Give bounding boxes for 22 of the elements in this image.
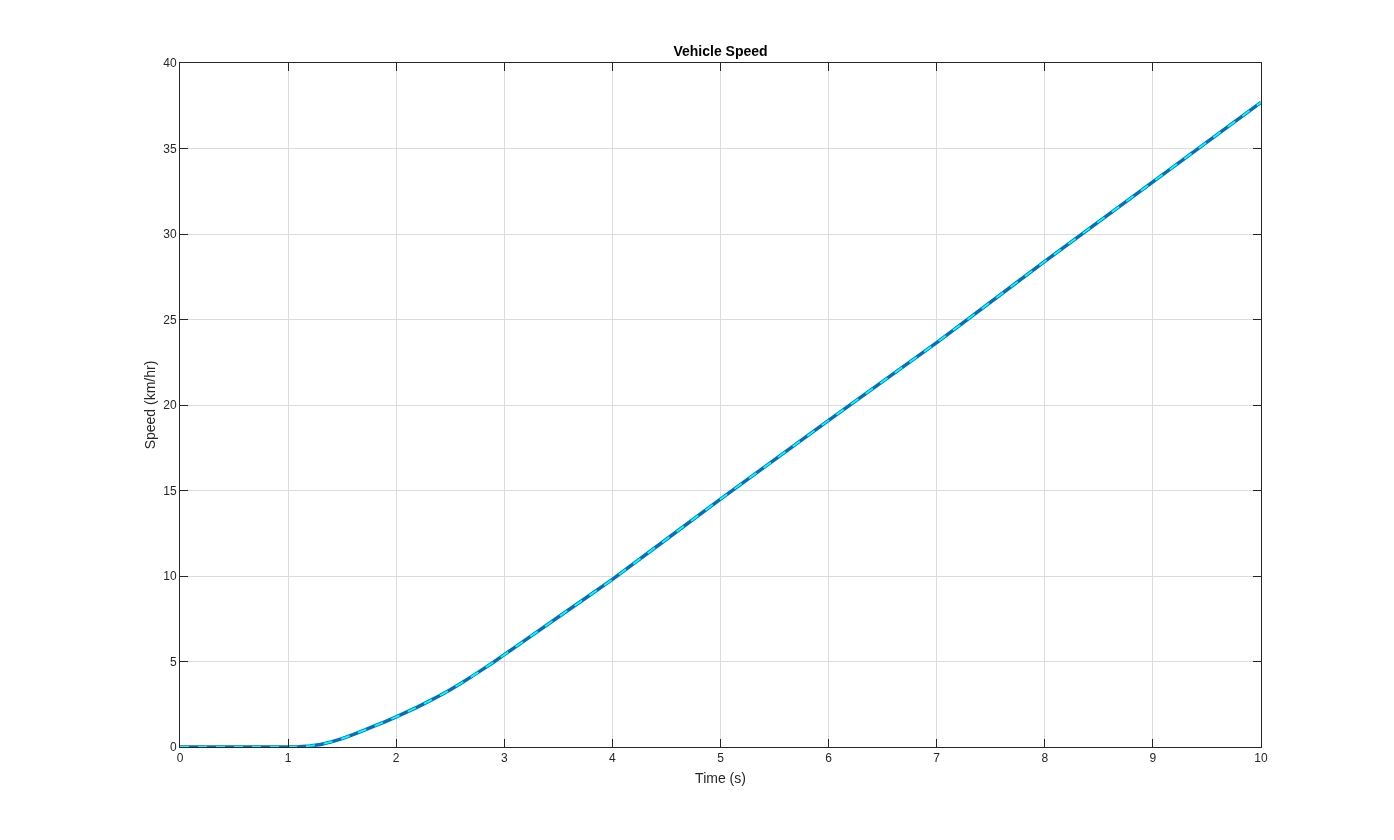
y-tick-label: 0 [169, 740, 177, 755]
chart-title: Vehicle Speed [673, 42, 768, 59]
y-tick-label: 5 [169, 654, 177, 669]
x-tick-label: 6 [825, 751, 833, 766]
x-tick-label: 8 [1041, 751, 1049, 766]
y-axis-title: Speed (km/hr) [141, 360, 158, 450]
y-tick-label: 35 [163, 141, 177, 156]
x-tick-label: 9 [1149, 751, 1157, 766]
y-tick-label: 15 [163, 483, 177, 498]
y-tick-label: 10 [163, 569, 177, 584]
x-tick-label: 10 [1254, 751, 1268, 766]
x-tick-label: 7 [933, 751, 941, 766]
x-tick-label: 3 [500, 751, 508, 766]
x-tick-label: 2 [392, 751, 400, 766]
x-tick-label: 4 [609, 751, 617, 766]
x-axis-title: Time (s) [695, 769, 746, 786]
y-tick-label: 40 [163, 56, 177, 71]
y-tick-label: 25 [163, 312, 177, 327]
x-tick-label: 1 [284, 751, 292, 766]
x-tick-label: 5 [717, 751, 725, 766]
y-tick-label: 30 [163, 227, 177, 242]
y-tick-label: 20 [163, 398, 177, 413]
